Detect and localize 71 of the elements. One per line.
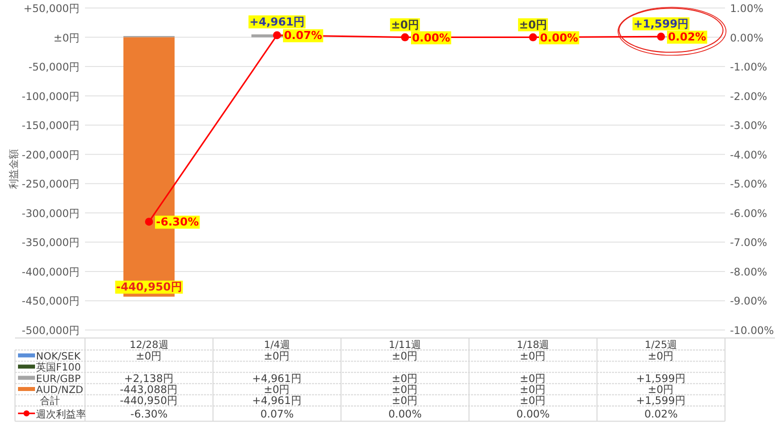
data-label: 0.02% [644, 408, 678, 420]
data-label: ±0円 [648, 350, 674, 362]
text: -6.30% [156, 216, 199, 229]
text: +4,961円 [252, 395, 302, 408]
total-label: ±0円 [519, 18, 547, 32]
data-label: -6.30% [130, 408, 168, 420]
data-label: -443,088円 [120, 384, 178, 396]
text: -440,950円 [120, 395, 178, 408]
y2-tick-label: -4.00% [730, 149, 768, 162]
x-tick-label: 1/18週 [516, 340, 550, 351]
legend-label: EUR/GBP [36, 374, 81, 385]
data-label: +4,961円 [252, 372, 302, 385]
legend-label: AUD/NZD [36, 385, 84, 396]
data-label: +2,138円 [124, 372, 174, 385]
y-tick-label: -100,000円 [22, 90, 80, 103]
legend-label: 週次利益率 [36, 408, 86, 420]
data-label: +1,599円 [636, 372, 686, 385]
data-label: ±0円 [392, 350, 418, 362]
y2-tick-label: -5.00% [730, 178, 768, 191]
y-tick-label: -150,000円 [22, 120, 80, 132]
data-label: ±0円 [520, 372, 546, 385]
text: +1,599円 [636, 395, 686, 408]
text: ±0円 [520, 395, 546, 408]
legend-label: NOK/SEK [36, 351, 81, 362]
x-tick-label: 1/4週 [264, 340, 290, 351]
total-label: -440,950円 [116, 280, 182, 294]
y2-tick-label: -3.00% [730, 120, 768, 132]
y2-tick-label: -1.00% [730, 62, 768, 74]
data-label: 0.00% [516, 408, 550, 420]
y-axis-title: 利益金額 [8, 149, 20, 189]
data-label: ±0円 [392, 384, 418, 396]
y2-tick-label: -6.00% [730, 208, 768, 220]
text: 0.00% [412, 31, 450, 44]
y2-tick-label: -10.00% [730, 325, 774, 337]
y-tick-label: ±0円 [54, 32, 80, 44]
x-tick-label: 1/25週 [644, 340, 678, 351]
data-label: ±0円 [520, 384, 546, 396]
data-label: ±0円 [648, 384, 674, 396]
text: 0.00% [540, 31, 578, 44]
y2-tick-label: -2.00% [730, 90, 768, 103]
text: 0.02% [668, 30, 706, 44]
y-tick-label: -300,000円 [22, 208, 80, 220]
data-label: 0.00% [388, 408, 422, 420]
total-label: +4,961円 [249, 15, 305, 28]
legend-label: 英国F100 [36, 362, 81, 374]
total-label: ±0円 [391, 18, 419, 32]
text: 合計 [40, 395, 60, 408]
text: ±0円 [392, 395, 418, 408]
data-label: ±0円 [264, 350, 290, 362]
y-tick-label: -250,000円 [22, 178, 80, 191]
total-label: +1,599円 [633, 17, 689, 30]
y-tick-label: -400,000円 [22, 266, 80, 278]
y2-tick-label: 1.00% [730, 3, 764, 15]
data-label: ±0円 [392, 372, 418, 385]
y2-tick-label: -7.00% [730, 237, 768, 250]
y-tick-label: -500,000円 [22, 325, 80, 337]
y-tick-label: +50,000円 [23, 3, 80, 15]
data-label: ±0円 [136, 350, 162, 362]
text: 0.07% [284, 29, 322, 42]
y2-tick-label: -9.00% [730, 296, 768, 308]
y2-tick-label: 0.00% [730, 32, 764, 44]
y-tick-label: -350,000円 [22, 237, 80, 250]
y-tick-label: -200,000円 [22, 149, 80, 162]
x-tick-label: 1/11週 [388, 340, 422, 351]
y-tick-label: -450,000円 [22, 296, 80, 308]
x-tick-label: 12/28週 [130, 340, 168, 351]
y2-tick-label: -8.00% [730, 266, 768, 278]
data-label: ±0円 [264, 384, 290, 396]
data-label: ±0円 [520, 350, 546, 362]
data-label: 0.07% [260, 408, 294, 420]
y-tick-label: -50,000円 [28, 62, 80, 74]
